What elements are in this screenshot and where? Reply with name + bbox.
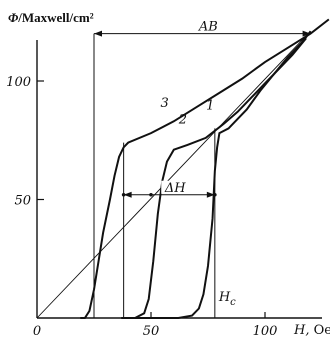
x-tick-label: 100 [253, 324, 278, 339]
x-origin-label: 0 [33, 324, 41, 339]
hc-subscript: c [230, 297, 236, 308]
y-axis-title: Φ/Maxwell/cm² [8, 10, 94, 25]
y-tick-label: 100 [6, 75, 31, 90]
annotation-label: AB [198, 20, 218, 35]
x-axis-symbol: H, [293, 323, 314, 338]
x-axis-title: H, Oe [293, 323, 330, 338]
arrow-head-right [302, 30, 311, 37]
arrow-head-left [94, 30, 102, 37]
y-tick-label: 50 [14, 194, 31, 209]
annotation-label-bg [161, 180, 190, 194]
series-line-1 [121, 30, 312, 319]
delta-h-marker [121, 192, 126, 197]
x-axis-unit: Oe [314, 323, 330, 338]
delta-h-marker [213, 192, 217, 197]
series-label-2: 2 [178, 113, 187, 128]
diagonal-line [36, 30, 311, 319]
annotation-label-bg [194, 19, 223, 33]
series-label-3: 3 [161, 96, 169, 111]
x-tick-label: 50 [143, 324, 160, 339]
annotation-label: Hc [218, 290, 236, 308]
hc-symbol: H [218, 290, 231, 305]
arrow-head-left [123, 191, 132, 198]
series-line-3 [80, 18, 330, 319]
y-axis-unit: /Maxwell/cm² [17, 10, 93, 25]
y-axis-symbol: Φ [8, 10, 19, 25]
series-label-1: 1 [206, 98, 214, 113]
delta-h-marker [149, 192, 153, 197]
annotation-label: ΔH [164, 181, 186, 196]
arrow-head-right [206, 191, 215, 198]
series-line-2 [121, 37, 307, 319]
